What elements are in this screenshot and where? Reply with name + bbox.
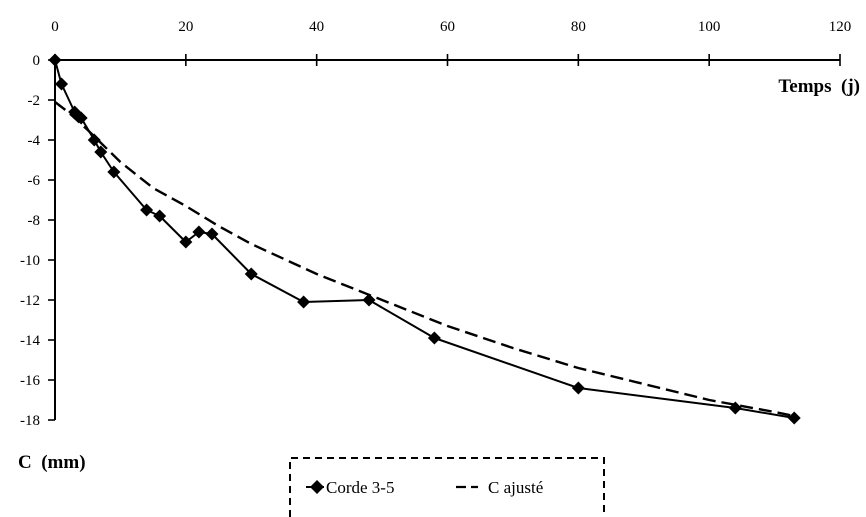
x-axis-title: Temps (j) (778, 76, 860, 97)
data-point-marker (55, 77, 69, 91)
x-tick-label: 0 (51, 19, 59, 35)
data-point-marker (297, 295, 311, 309)
y-axis-ticks: 0 -2 -4 -6 -8 -10 -12 -14 -16 -18 (20, 53, 55, 429)
data-point-marker (140, 203, 154, 217)
legend: Corde 3-5 C ajusté (289, 457, 605, 517)
data-point-marker (192, 225, 206, 239)
x-axis-ticks: 0 20 40 60 80 100 120 (51, 19, 851, 66)
data-point-marker (87, 133, 101, 147)
data-point-marker (48, 53, 62, 67)
y-tick-label: -8 (28, 213, 41, 229)
data-point-marker (244, 267, 258, 281)
x-tick-label: 40 (309, 19, 324, 35)
legend-border (289, 457, 605, 517)
data-point-marker (427, 331, 441, 345)
y-tick-label: -2 (28, 93, 41, 109)
x-tick-label: 60 (440, 19, 455, 35)
y-tick-label: -6 (28, 173, 41, 189)
y-tick-label: -10 (20, 253, 40, 269)
y-tick-label: -18 (20, 413, 40, 429)
y-tick-label: -12 (20, 293, 40, 309)
x-tick-label: 80 (571, 19, 586, 35)
legend-label-ajuste: C ajusté (488, 478, 543, 497)
y-tick-label: -4 (28, 133, 41, 149)
axes (54, 59, 840, 420)
series-line-1 (54, 101, 795, 418)
data-point-marker (94, 145, 108, 159)
data-point-marker (571, 381, 585, 395)
data-point-marker (179, 235, 193, 249)
series-line-0 (54, 59, 795, 419)
data-point-marker (787, 411, 801, 425)
x-tick-label: 20 (178, 19, 193, 35)
y-tick-label: -14 (20, 333, 40, 349)
data-point-marker (107, 165, 121, 179)
x-tick-label: 120 (829, 19, 852, 35)
legend-label-corde: Corde 3-5 (326, 478, 394, 497)
data-point-marker (153, 209, 167, 223)
series-layer (48, 53, 801, 425)
data-point-marker (205, 227, 219, 241)
y-axis-title: C (mm) (18, 452, 86, 473)
data-point-marker (362, 293, 376, 307)
y-tick-label: 0 (33, 53, 41, 69)
y-tick-label: -16 (20, 373, 40, 389)
x-tick-label: 100 (698, 19, 721, 35)
legend-swatch-marker-corde (310, 480, 324, 494)
